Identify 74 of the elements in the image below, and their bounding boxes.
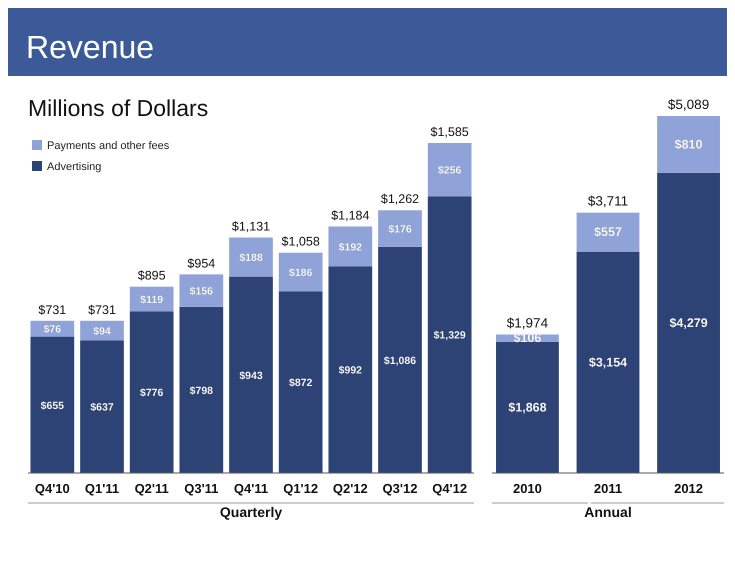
data-label: $1,868 (508, 400, 547, 414)
bar (657, 116, 720, 173)
total-label: $1,184 (331, 208, 370, 222)
data-label: $119 (140, 294, 164, 306)
total-label: $1,974 (506, 316, 549, 331)
x-tick-label: 2010 (512, 481, 542, 496)
total-label: $5,089 (668, 97, 710, 112)
total-label: $1,585 (430, 125, 469, 139)
x-tick-label: Q1'12 (283, 481, 318, 496)
bar (657, 172, 720, 473)
total-label: $731 (88, 302, 116, 317)
bar (576, 252, 640, 473)
bar (278, 252, 323, 292)
data-label: $192 (338, 241, 362, 254)
data-label: $3,154 (588, 355, 628, 370)
x-tick-label: Q2'11 (134, 481, 169, 496)
data-label: $4,279 (669, 316, 708, 330)
chart-subtitle: Millions of Dollars (28, 95, 208, 121)
x-tick-label: Q4'11 (234, 481, 268, 496)
total-label: $954 (187, 256, 216, 270)
bar (229, 238, 273, 277)
bar (428, 196, 472, 473)
total-label: $3,711 (588, 194, 628, 209)
legend-label: Advertising (47, 161, 102, 173)
x-tick-label: 2012 (674, 481, 704, 496)
bar (428, 143, 472, 196)
bar (576, 212, 640, 252)
data-label: $188 (239, 252, 263, 264)
bar (80, 340, 124, 473)
data-label: $256 (438, 164, 462, 177)
x-tick-label: Q1'11 (84, 481, 120, 496)
bar (378, 210, 422, 247)
bar (130, 311, 174, 473)
bar (328, 266, 372, 473)
x-axis-title: Quarterly (220, 504, 282, 520)
bar (179, 306, 224, 473)
bar (278, 291, 323, 473)
data-label: $776 (140, 387, 164, 400)
data-label: $186 (288, 267, 313, 280)
data-label: $106 (514, 331, 542, 346)
data-label: $872 (288, 377, 313, 390)
bar (30, 336, 74, 473)
total-label: $1,058 (282, 234, 320, 249)
data-label: $1,086 (384, 354, 416, 367)
data-label: $810 (674, 137, 703, 152)
x-tick-label: Q2'12 (332, 481, 368, 496)
x-tick-label: Q4'10 (34, 481, 70, 496)
data-label: $76 (44, 324, 62, 336)
bar (496, 342, 559, 473)
x-tick-label: Q3'12 (382, 481, 418, 496)
bar (229, 276, 273, 473)
data-label: $176 (388, 224, 412, 236)
bar (328, 226, 372, 266)
x-tick-label: Q3'11 (184, 481, 218, 496)
data-label: $798 (190, 384, 214, 397)
bar (179, 274, 224, 307)
data-label: $637 (90, 402, 114, 414)
total-label: $1,262 (380, 192, 420, 206)
chart-title: Revenue (26, 29, 154, 65)
total-label: $731 (38, 302, 66, 317)
data-label: $156 (190, 286, 214, 298)
data-label: $557 (594, 225, 622, 240)
x-tick-label: 2011 (594, 481, 622, 496)
data-label: $1,329 (434, 330, 466, 342)
legend-label: Payments and other fees (47, 140, 170, 152)
x-tick-label: Q4'12 (432, 481, 468, 496)
x-axis-title: Annual (584, 504, 632, 520)
total-label: $1,131 (232, 220, 270, 234)
data-label: $943 (239, 370, 263, 382)
data-label: $992 (338, 364, 362, 377)
total-label: $895 (138, 268, 166, 283)
data-label: $655 (40, 400, 64, 412)
bar (378, 246, 422, 473)
data-label: $94 (93, 326, 111, 338)
